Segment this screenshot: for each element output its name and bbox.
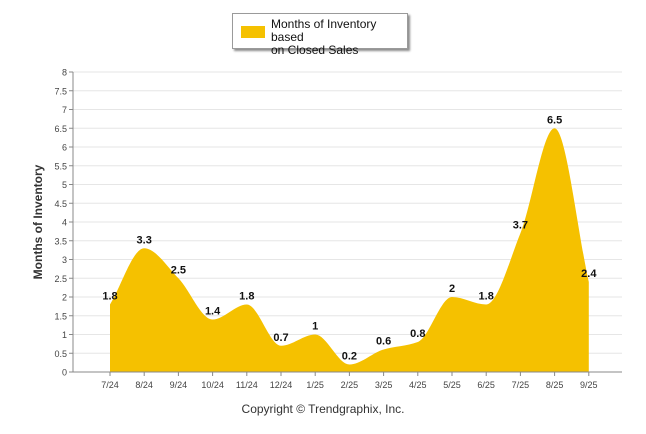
data-label: 3.3 bbox=[137, 234, 152, 246]
data-label: 6.5 bbox=[547, 114, 562, 126]
data-label: 3.7 bbox=[513, 219, 528, 231]
data-label: 1.8 bbox=[102, 291, 117, 303]
data-label: 0.7 bbox=[273, 332, 288, 344]
x-axis-ticks: 7/24 8/24 9/24 10/24 11/24 12/24 1/25 2/25 3/25 4… bbox=[101, 372, 598, 390]
y-tick-label: 6.5 bbox=[54, 124, 67, 134]
data-label: 2.4 bbox=[581, 268, 597, 280]
y-tick-label: 5 bbox=[62, 180, 67, 190]
x-tick-label: 4/25 bbox=[409, 380, 427, 390]
y-tick-label: 7 bbox=[62, 105, 67, 115]
y-tick-label: 3.5 bbox=[54, 236, 67, 246]
y-tick-label: 4 bbox=[62, 218, 67, 228]
y-tick-label: 1 bbox=[62, 330, 67, 340]
x-tick-label: 2/25 bbox=[341, 380, 359, 390]
x-tick-label: 1/25 bbox=[306, 380, 324, 390]
x-tick-label: 6/25 bbox=[477, 380, 495, 390]
y-tick-label: 2.5 bbox=[54, 274, 67, 284]
y-tick-label: 8 bbox=[62, 68, 67, 78]
y-tick-label: 0 bbox=[62, 368, 67, 378]
copyright-text: Copyright © Trendgraphix, Inc. bbox=[241, 402, 405, 416]
y-axis-title: Months of Inventory bbox=[31, 164, 45, 279]
x-tick-label: 10/24 bbox=[201, 380, 224, 390]
y-tick-label: 6 bbox=[62, 143, 67, 153]
y-tick-label: 7.5 bbox=[54, 86, 67, 96]
x-tick-label: 3/25 bbox=[375, 380, 393, 390]
grid-layer bbox=[73, 71, 622, 354]
y-tick-label: 1.5 bbox=[54, 311, 67, 321]
data-label: 1.4 bbox=[205, 306, 221, 318]
data-label: 0.6 bbox=[376, 336, 391, 348]
legend-label-line2: on Closed Sales bbox=[271, 43, 359, 57]
data-labels: 1.8 3.3 2.5 1.4 1.8 0.7 1 0.2 0.6 0.8 2 1.8 3.7 6.5 2.… bbox=[102, 114, 597, 362]
data-label: 1.8 bbox=[239, 291, 254, 303]
legend-label: Months of Inventory based on Closed Sale… bbox=[271, 18, 405, 57]
y-tick-label: 4.5 bbox=[54, 199, 67, 209]
x-tick-label: 9/24 bbox=[170, 380, 188, 390]
legend-label-line1: Months of Inventory based bbox=[271, 17, 377, 44]
data-label: 0.2 bbox=[342, 351, 357, 363]
data-label: 1.8 bbox=[479, 291, 494, 303]
data-label: 2.5 bbox=[171, 264, 186, 276]
data-label: 0.8 bbox=[410, 328, 425, 340]
y-tick-label: 5.5 bbox=[54, 161, 67, 171]
x-tick-label: 8/25 bbox=[546, 380, 564, 390]
x-tick-label: 7/25 bbox=[512, 380, 530, 390]
legend-swatch bbox=[241, 26, 265, 38]
data-label: 2 bbox=[449, 283, 455, 295]
x-tick-label: 9/25 bbox=[580, 380, 598, 390]
x-tick-label: 12/24 bbox=[270, 380, 293, 390]
y-tick-label: 3 bbox=[62, 255, 67, 265]
series-area bbox=[110, 128, 589, 372]
x-tick-label: 5/25 bbox=[443, 380, 461, 390]
legend[interactable]: Months of Inventory based on Closed Sale… bbox=[232, 13, 408, 57]
x-tick-label: 8/24 bbox=[135, 380, 153, 390]
data-label: 1 bbox=[312, 321, 318, 333]
y-axis-ticks: 0 0.5 1 1.5 2 2.5 3 3.5 4 4.5 5 5.5 6 6.5 7 7.5 8 bbox=[54, 68, 73, 378]
y-tick-label: 0.5 bbox=[54, 349, 67, 359]
x-tick-label: 7/24 bbox=[101, 380, 119, 390]
y-tick-label: 2 bbox=[62, 293, 67, 303]
x-tick-label: 11/24 bbox=[236, 380, 258, 390]
